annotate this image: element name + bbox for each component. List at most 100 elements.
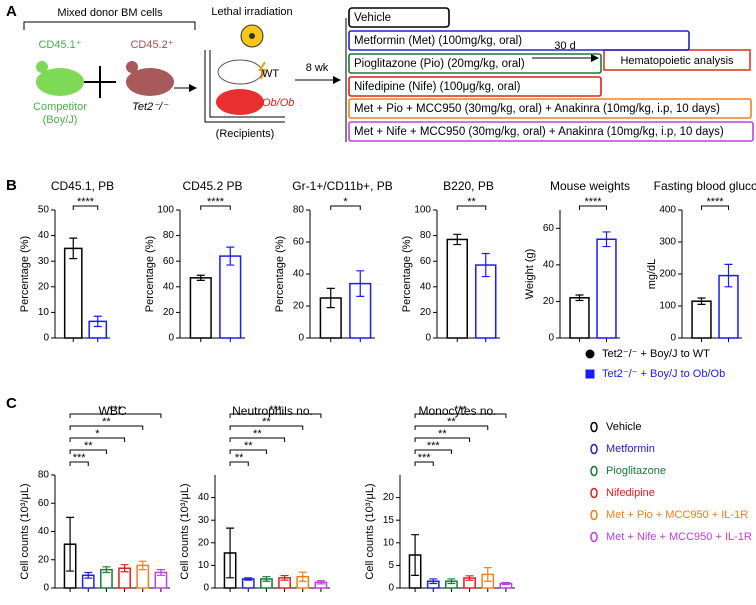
y-tick-label: 0 [298, 333, 304, 344]
treatment-label: Pioglitazone (Pio) (20mg/kg, oral) [354, 58, 525, 70]
significance-bracket [72, 205, 99, 210]
mouse-wt [217, 59, 263, 85]
donor-title: Mixed donor BM cells [57, 7, 163, 19]
y-tick-label: 60 [543, 223, 555, 234]
legend-marker [590, 421, 598, 433]
y-tick-label: 40 [38, 526, 50, 537]
error-bar [724, 263, 733, 288]
legend-marker [585, 369, 595, 379]
significance-bracket [229, 425, 304, 430]
significance-label: ** [447, 416, 456, 428]
treatment-label: Met + Pio + MCC950 (30mg/kg, oral) + Ana… [354, 103, 720, 115]
error-bar [429, 578, 438, 585]
obob-label: Ob/Ob [262, 97, 294, 109]
error-bar [483, 567, 492, 582]
significance-bracket [69, 461, 89, 466]
y-tick-label: 40 [420, 281, 432, 292]
y-tick-label: 60 [163, 256, 175, 267]
y-tick-label: 40 [38, 230, 50, 241]
y-tick-label: 60 [293, 237, 305, 248]
bar [691, 300, 712, 339]
error-bar [453, 233, 462, 246]
significance-bracket [579, 205, 607, 210]
significance-label: *** [109, 404, 123, 416]
significance-bracket [701, 205, 729, 210]
legend-marker [590, 443, 598, 455]
bar [189, 277, 212, 339]
y-tick-label: 0 [168, 333, 174, 344]
error-bar [262, 576, 271, 582]
bracket [23, 21, 196, 30]
error-bar [66, 516, 75, 572]
y-axis-label: Percentage (%) [19, 236, 31, 312]
bolt [258, 61, 267, 80]
significance-label: *** [269, 404, 283, 416]
chart-title: Monocytes no. [418, 404, 496, 418]
legend-label: Metformin [606, 443, 655, 455]
chart-title: WBC [99, 404, 127, 418]
error-bar [280, 574, 289, 581]
y-tick-label: 100 [414, 205, 431, 216]
y-tick-label: 0 [203, 583, 209, 594]
significance-bracket [414, 437, 471, 442]
chart-title: Mouse weights [550, 179, 630, 193]
error-bar [697, 297, 706, 305]
significance-label: *** [427, 440, 441, 452]
error-bar [356, 270, 365, 297]
chart-title: CD45.1, PB [51, 179, 114, 193]
bar [596, 238, 617, 339]
mouse [36, 68, 84, 96]
error-bar [69, 237, 78, 260]
error-bar [156, 569, 165, 576]
significance-label: **** [706, 196, 724, 208]
significance-bracket [229, 449, 267, 454]
cd451: CD45.1⁺ [38, 39, 81, 51]
legend-label: Met + Pio + MCC950 + IL-1R [606, 509, 748, 521]
chart-title: B220, PB [443, 179, 494, 193]
panel-label: A [6, 3, 17, 20]
significance-label: **** [584, 196, 602, 208]
y-tick-label: 100 [659, 301, 676, 312]
legend-marker [590, 465, 598, 477]
wt-label: WT [262, 68, 279, 80]
treatment-box [348, 98, 752, 119]
mouse [126, 68, 174, 96]
y-tick-label: 40 [198, 492, 210, 503]
y-tick-label: 20 [198, 537, 210, 548]
significance-bracket [414, 413, 507, 418]
significance-bracket [69, 413, 162, 418]
mouse-obob [216, 89, 264, 115]
y-tick-label: 10 [198, 560, 210, 571]
cage [209, 50, 285, 118]
y-axis-label: Cell counts (10³/μL) [179, 483, 191, 579]
chart-title: CD45.2 PB [182, 179, 242, 193]
y-tick-label: 50 [38, 205, 50, 216]
y-tick-label: 30 [198, 515, 210, 526]
analysis: Hematopoietic analysis [620, 55, 734, 67]
y-tick-label: 20 [293, 301, 305, 312]
days: 30 d [554, 40, 575, 52]
y-tick-label: 20 [420, 307, 432, 318]
y-tick-label: 80 [163, 230, 175, 241]
significance-label: ** [235, 452, 244, 464]
y-axis-label: Percentage (%) [274, 236, 286, 312]
y-tick-label: 40 [543, 259, 555, 270]
legend-marker [590, 487, 598, 499]
y-tick-label: 20 [383, 492, 395, 503]
y-axis-label: Percentage (%) [401, 236, 413, 312]
irradiation: Lethal irradiation [211, 6, 292, 18]
error-bar [501, 581, 510, 585]
significance-label: **** [207, 196, 225, 208]
cd452: CD45.2⁺ [130, 39, 173, 51]
y-tick-label: 300 [659, 237, 676, 248]
error-bar [244, 577, 253, 581]
significance-label: ** [262, 416, 271, 428]
error-bar [138, 560, 147, 571]
bar [219, 255, 242, 339]
significance-label: *** [454, 404, 468, 416]
y-tick-label: 40 [163, 281, 175, 292]
y-tick-label: 80 [38, 470, 50, 481]
y-tick-label: 10 [383, 537, 395, 548]
treatment-box [348, 121, 754, 142]
treatment-label: Nifedipine (Nife) (100μg/kg, oral) [354, 81, 521, 93]
